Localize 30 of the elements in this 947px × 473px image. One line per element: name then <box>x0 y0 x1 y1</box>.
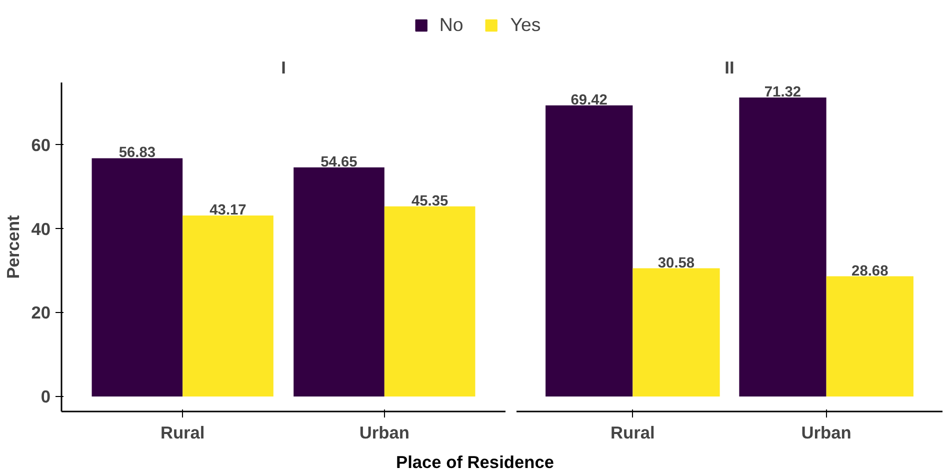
legend-label: Yes <box>510 14 541 36</box>
y-tick-label: 0 <box>40 386 51 407</box>
y-tick-label: 60 <box>31 134 51 155</box>
x-tick-label: Urban <box>801 422 852 442</box>
data-label: 54.65 <box>320 154 358 170</box>
x-tick-label: Rural <box>160 422 205 442</box>
bar <box>384 206 476 397</box>
x-axis-title: Place of Residence <box>396 451 554 473</box>
data-label: 28.68 <box>852 263 888 280</box>
bar <box>632 268 720 397</box>
data-label: 30.58 <box>658 255 695 272</box>
bar <box>294 167 384 397</box>
data-label: 69.42 <box>570 92 608 108</box>
y-tick-label: 20 <box>31 302 51 323</box>
legend-label: No <box>439 14 464 36</box>
bar <box>92 158 183 397</box>
data-label: 71.32 <box>764 84 802 100</box>
x-tick-label: Rural <box>610 422 655 442</box>
bar <box>546 105 633 397</box>
y-axis-title: Percent <box>3 214 24 279</box>
bar <box>739 97 826 397</box>
y-tick-label: 40 <box>31 218 51 239</box>
bar <box>826 276 914 397</box>
chart-title: II <box>724 58 734 78</box>
data-label: 43.17 <box>210 202 246 219</box>
data-label: 45.35 <box>411 193 448 210</box>
bar <box>182 216 274 397</box>
data-label: 56.83 <box>118 145 156 162</box>
chart-title: I <box>281 58 286 78</box>
x-tick-label: Urban <box>359 422 410 442</box>
